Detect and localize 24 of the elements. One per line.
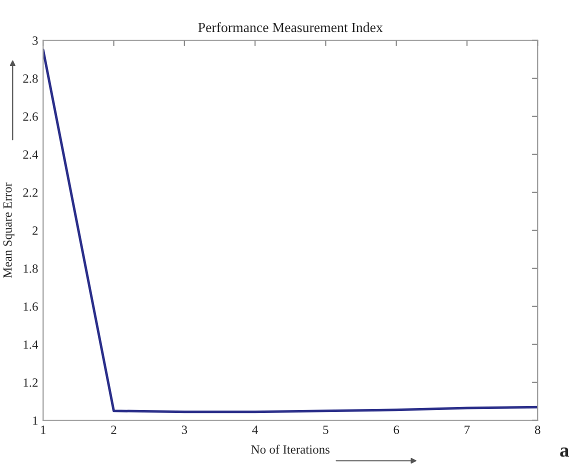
y-tick-label: 1 <box>33 416 38 425</box>
x-tick-label: 6 <box>394 426 400 434</box>
y-tick-label: 3 <box>32 36 38 45</box>
y-tick-label: 2.2 <box>23 188 38 197</box>
x-tick-label: 5 <box>323 426 328 434</box>
y-axis-title: Mean Square Error <box>3 182 14 278</box>
chart-title: Performance Measurement Index <box>198 22 383 32</box>
y-tick-label: 1.4 <box>24 340 38 349</box>
line-series <box>43 48 538 414</box>
y-tick-label: 2.4 <box>23 150 38 159</box>
text: a <box>560 447 569 457</box>
y-tick-label: 1.6 <box>24 302 38 311</box>
x-tick-label: 8 <box>534 426 540 434</box>
y-tick-label: 2.6 <box>23 112 38 121</box>
y-tick-label: 1.8 <box>24 264 38 273</box>
y-tick-label: 2.8 <box>23 74 38 83</box>
x-tick-label: 7 <box>464 426 470 434</box>
y-tick-label: 2 <box>32 226 38 235</box>
y-tick-label: 1.2 <box>24 378 38 387</box>
x-tick-label: 3 <box>182 426 188 434</box>
x-tick-label: 2 <box>111 426 116 434</box>
x-axis-title: No of Iterations <box>251 444 330 454</box>
x-tick-label: 1 <box>41 426 46 434</box>
x-tick-label: 4 <box>252 426 258 434</box>
